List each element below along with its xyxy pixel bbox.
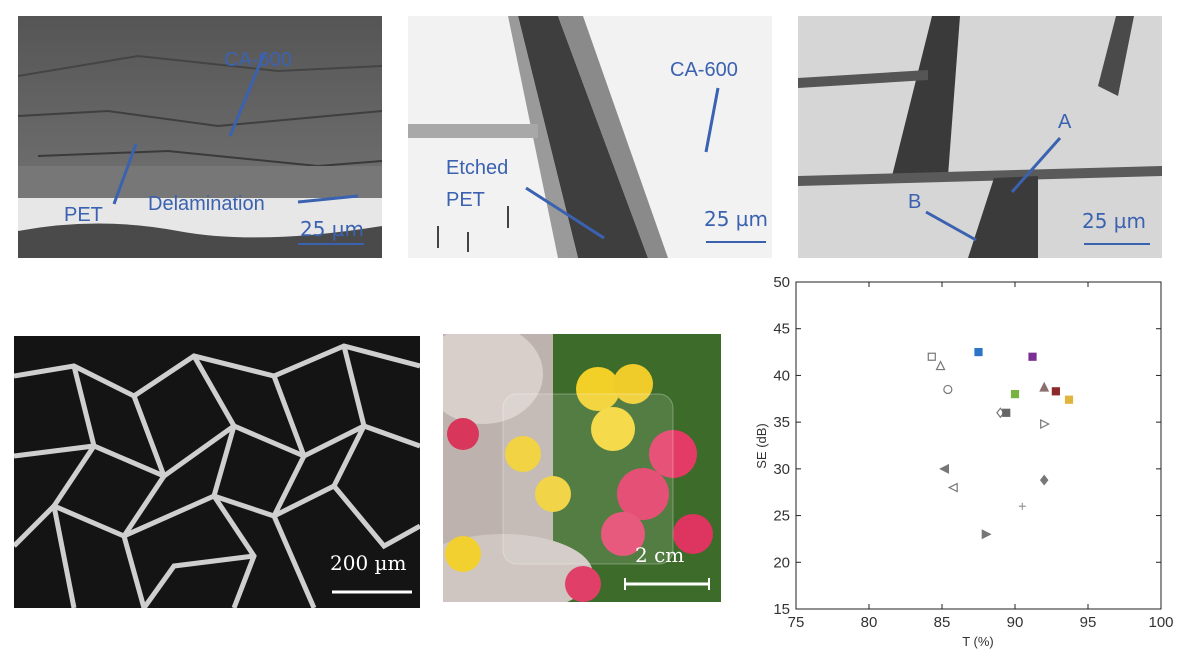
label-ca600: CA-600 — [224, 49, 292, 71]
scatter-chart-panel: 75 80 85 90 95 100 15 20 25 30 35 40 45 50 T (%) SE (… — [744, 268, 1184, 656]
label-pet: PET — [64, 204, 103, 226]
sem-panel-etched-pet: CA-600 Etched PET 25 µm — [408, 16, 772, 258]
label-pet: PET — [446, 189, 485, 211]
data-point — [1051, 387, 1060, 396]
data-point — [1010, 390, 1020, 399]
data-point — [947, 482, 958, 493]
scale-label: 25 µm — [1082, 209, 1146, 233]
data-point — [1018, 502, 1026, 510]
data-point — [981, 529, 992, 540]
sem-panel-cross-section: CA-600 PET Delamination 25 µm — [18, 16, 382, 258]
sem-image-1: CA-600 PET Delamination 25 µm — [18, 16, 382, 258]
data-point — [1002, 408, 1011, 417]
data-point — [1040, 419, 1051, 429]
x-tick-label: 100 — [1148, 614, 1173, 631]
data-point — [1028, 352, 1037, 361]
sem-panel-crack-network: 200 µm — [14, 336, 420, 608]
scale-label: 2 cm — [635, 543, 684, 567]
sem-image-2: CA-600 Etched PET 25 µm — [408, 16, 772, 258]
x-tick-label: 85 — [934, 614, 951, 631]
y-tick-label: 25 — [773, 508, 790, 525]
y-tick-label: 40 — [773, 367, 790, 384]
label-ca600: CA-600 — [670, 59, 738, 81]
photo-panel-transparent-film: 2 cm — [443, 334, 721, 602]
x-tick-label: 95 — [1080, 614, 1097, 631]
scatter-chart: 75 80 85 90 95 100 15 20 25 30 35 40 45 50 T (%) SE (… — [754, 274, 1174, 649]
plot-frame — [795, 281, 1162, 610]
label-delamination: Delamination — [148, 193, 265, 215]
label-etched: Etched — [446, 157, 508, 179]
y-tick-label: 45 — [773, 321, 790, 338]
x-tick-label: 80 — [861, 614, 878, 631]
scale-label: 25 µm — [704, 207, 768, 231]
label-a: A — [1058, 111, 1072, 133]
data-point — [935, 360, 946, 371]
scale-label: 25 µm — [300, 217, 364, 241]
x-axis-label: T (%) — [962, 634, 994, 649]
y-tick-label: 35 — [773, 414, 790, 431]
y-axis-label: SE (dB) — [754, 423, 769, 469]
y-tick-label: 20 — [773, 554, 790, 571]
data-point — [1064, 395, 1074, 404]
data-point — [943, 384, 953, 395]
x-tick-label: 75 — [788, 614, 805, 631]
data-point — [939, 463, 950, 474]
data-point — [1039, 474, 1049, 486]
y-tick-label: 15 — [773, 601, 790, 618]
sem-panel-trenches: A B 25 µm — [798, 16, 1162, 258]
label-b: B — [908, 191, 921, 213]
y-tick-label: 30 — [773, 461, 790, 478]
sem-image-3: A B 25 µm — [798, 16, 1162, 258]
data-point — [927, 352, 936, 361]
crack-network-image: 200 µm — [14, 336, 420, 608]
data-point — [974, 347, 983, 357]
y-tick-label: 50 — [773, 274, 790, 291]
scale-label: 200 µm — [330, 551, 407, 575]
flower-photo: 2 cm — [443, 334, 721, 602]
data-point — [1039, 381, 1050, 392]
x-tick-label: 90 — [1007, 614, 1024, 631]
